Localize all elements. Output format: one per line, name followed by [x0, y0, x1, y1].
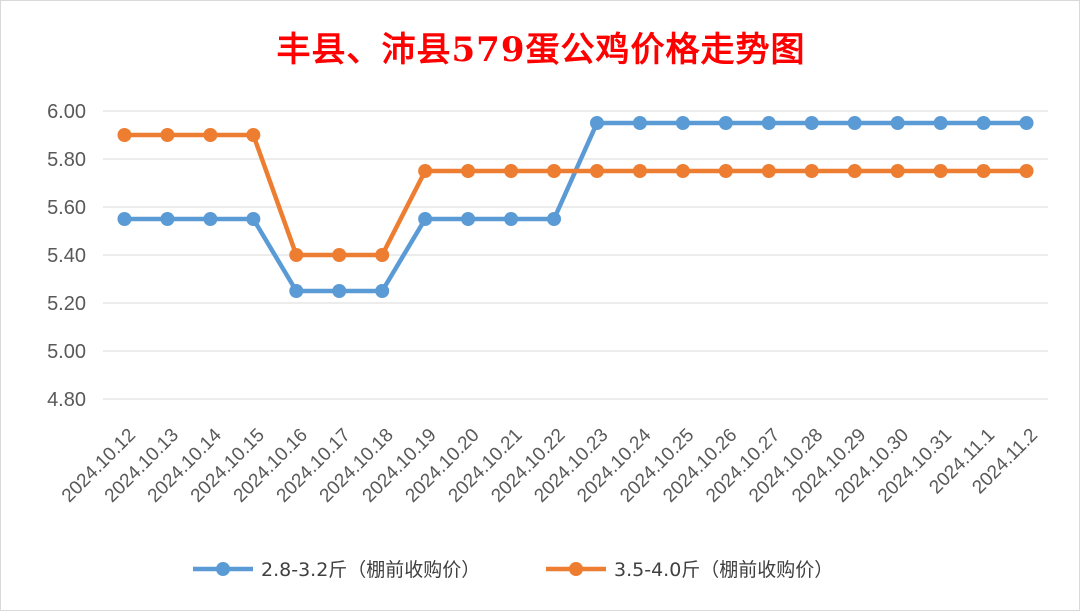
data-point [761, 116, 776, 130]
legend-marker [216, 562, 230, 576]
data-point [1019, 116, 1034, 130]
data-point [332, 284, 347, 298]
data-point [246, 128, 261, 142]
y-tick-label: 4.80 [47, 389, 86, 411]
data-point [675, 164, 690, 178]
data-point [890, 116, 905, 130]
data-point [804, 116, 819, 130]
legend: 2.8-3.2斤（棚前收购价） 3.5-4.0斤（棚前收购价） [193, 559, 833, 581]
y-tick-label: 5.00 [47, 341, 86, 363]
series-2 [117, 128, 1034, 262]
legend-item: 3.5-4.0斤（棚前收购价） [546, 559, 833, 581]
data-point [847, 116, 862, 130]
data-point [160, 212, 175, 226]
data-point [933, 116, 948, 130]
data-point [847, 164, 862, 178]
legend-label: 2.8-3.2斤（棚前收购价） [261, 559, 480, 581]
data-point [632, 164, 647, 178]
legend-marker [569, 562, 583, 576]
data-point [718, 116, 733, 130]
data-point [632, 116, 647, 130]
y-tick-label: 6.00 [47, 101, 86, 123]
data-point [160, 128, 175, 142]
data-point [504, 212, 519, 226]
data-point [375, 248, 390, 262]
gridlines [103, 110, 1048, 400]
data-point [117, 212, 132, 226]
data-point [375, 284, 390, 298]
data-point [547, 212, 562, 226]
y-tick-label: 5.20 [47, 293, 86, 315]
data-point [332, 248, 347, 262]
legend-label: 3.5-4.0斤（棚前收购价） [614, 559, 833, 581]
data-point [804, 164, 819, 178]
chart-title: 丰县、沛县579蛋公鸡价格走势图 [276, 30, 806, 70]
data-point [890, 164, 905, 178]
data-point [718, 164, 733, 178]
series [117, 116, 1034, 298]
data-point [761, 164, 776, 178]
series-line [122, 132, 1029, 258]
data-point [675, 116, 690, 130]
data-point [418, 164, 433, 178]
data-point [246, 212, 261, 226]
data-point [203, 128, 218, 142]
data-point [461, 164, 476, 178]
data-point [589, 116, 604, 130]
y-axis-ticks: 6.00 5.80 5.60 5.40 5.20 5.00 4.80 [47, 101, 86, 411]
data-point [933, 164, 948, 178]
data-point [289, 284, 304, 298]
data-point [504, 164, 519, 178]
data-point [289, 248, 304, 262]
y-tick-label: 5.40 [47, 245, 86, 267]
data-point [461, 212, 476, 226]
data-point [1019, 164, 1034, 178]
data-point [418, 212, 433, 226]
data-point [589, 164, 604, 178]
data-point [547, 164, 562, 178]
data-point [976, 164, 991, 178]
data-point [203, 212, 218, 226]
x-axis-ticks: 2024.10.122024.10.132024.10.142024.10.15… [58, 424, 1042, 506]
legend-item: 2.8-3.2斤（棚前收购价） [193, 559, 480, 581]
y-tick-label: 5.60 [47, 197, 86, 219]
data-point [976, 116, 991, 130]
y-tick-label: 5.80 [47, 149, 86, 171]
data-point [117, 128, 132, 142]
